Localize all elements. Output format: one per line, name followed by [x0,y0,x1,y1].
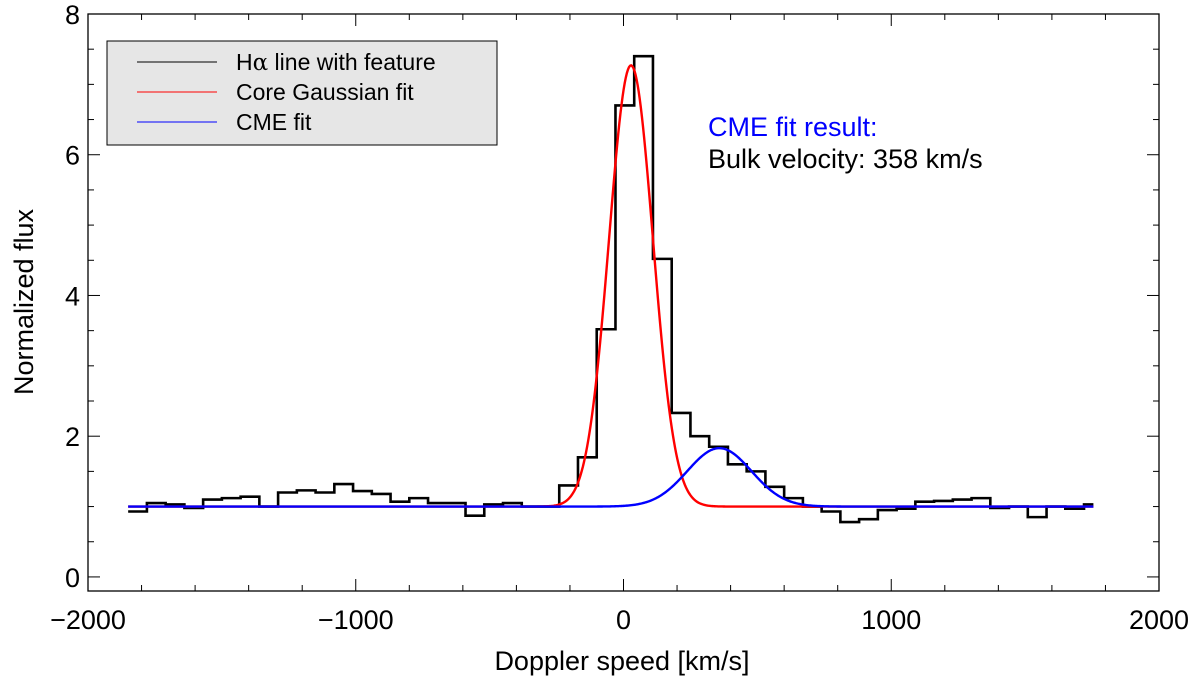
y-tick-label: 8 [65,0,80,30]
legend-box [106,40,498,146]
x-tick-label: 0 [616,605,631,635]
y-axis-title: Normalized flux [9,208,39,395]
y-tick-label: 0 [65,563,80,593]
legend-label-data: Hα line with feature [236,49,436,76]
x-tick-label: −2000 [50,605,126,635]
y-tick-label: 6 [65,141,80,171]
x-tick-label: 2000 [1129,605,1189,635]
x-tick-label: −1000 [318,605,394,635]
plot-frame [87,13,1160,592]
legend-label-core-fit: Core Gaussian fit [236,79,414,105]
annotation-title: CME fit result: [708,112,878,142]
series-halpha-histogram [128,54,1094,524]
legend-label-cme-fit: CME fit [236,109,312,135]
x-tick-label: 1000 [861,605,921,635]
series-cme-fit [128,446,1094,508]
x-axis-title: Doppler speed [km/s] [494,646,749,676]
legend: Hα line with feature Core Gaussian fit C… [106,40,498,146]
y-tick-label: 2 [65,422,80,452]
annotation-text: Bulk velocity: 358 km/s [708,144,983,174]
y-tick-label: 4 [65,281,80,311]
plot-area: −2000 −1000 0 1000 2000 0 2 4 6 8 [50,0,1189,635]
